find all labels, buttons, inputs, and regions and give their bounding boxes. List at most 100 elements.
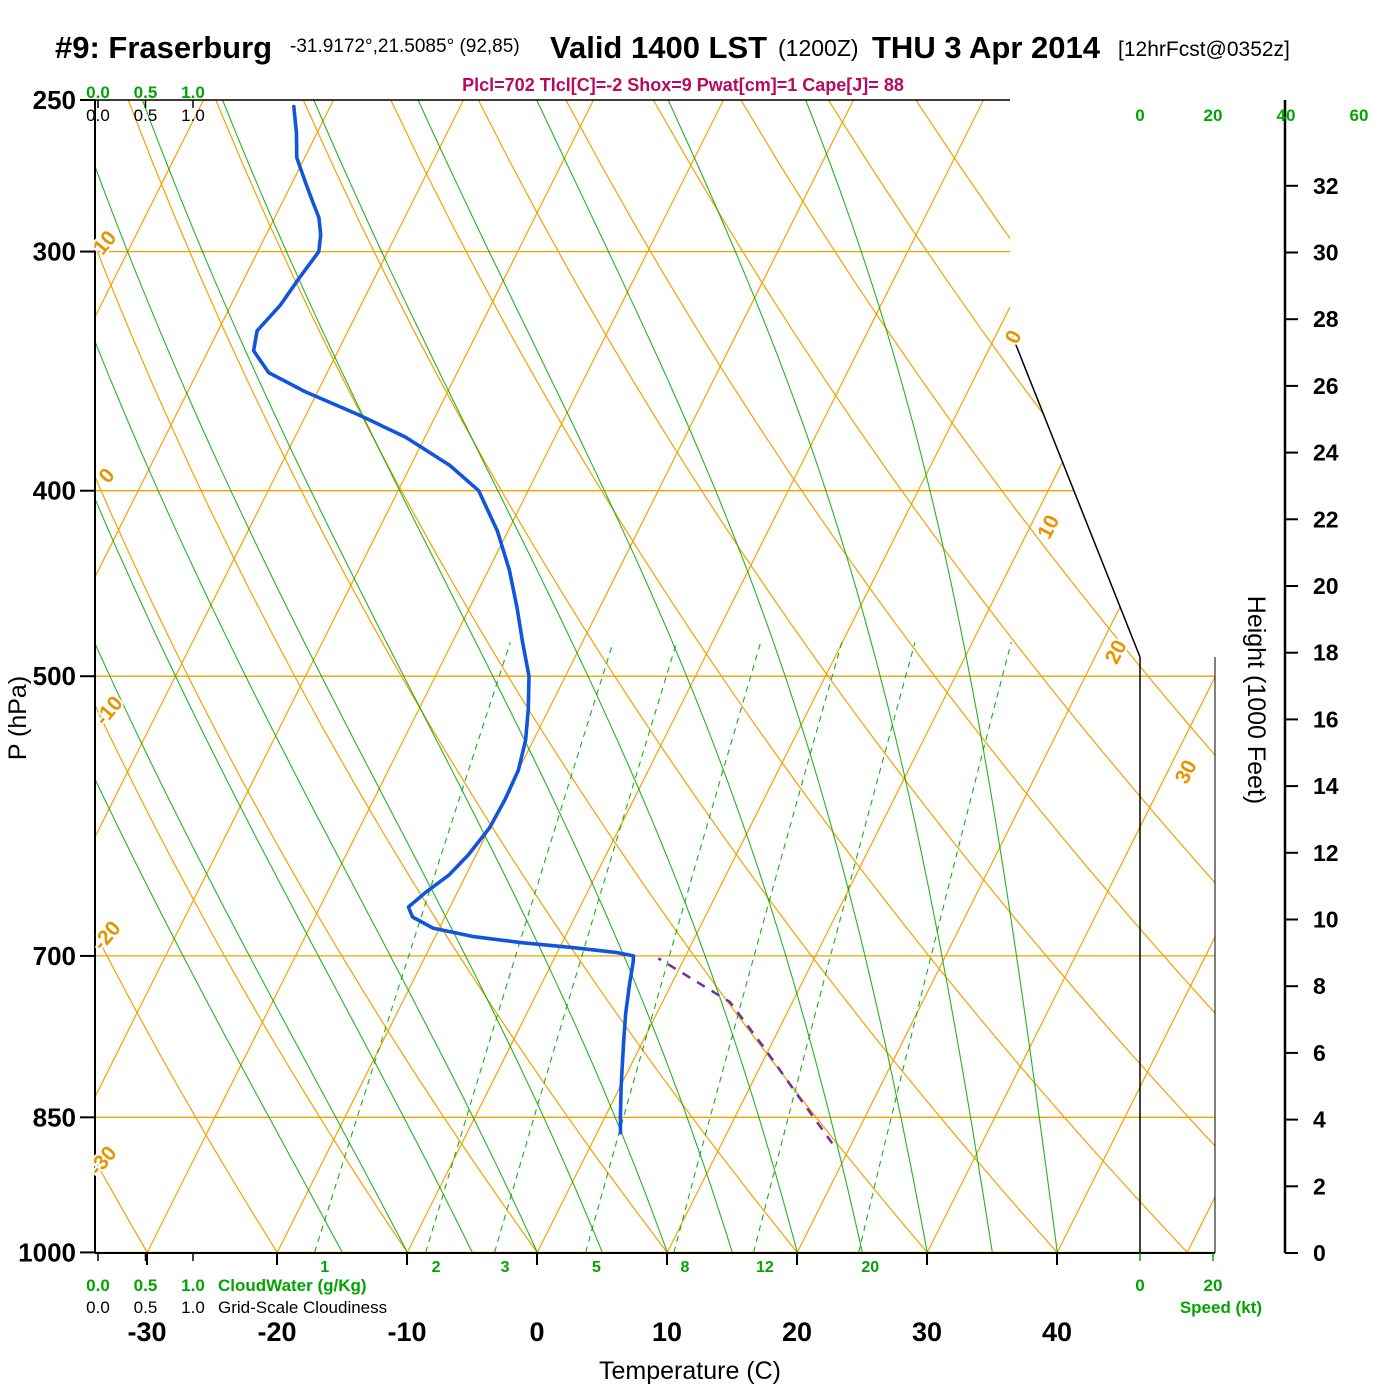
isotherm-label-30: 30: [1171, 756, 1202, 787]
moist-adiabat-15: [222, 100, 733, 1253]
mixing-ratio-label-12: 12: [756, 1259, 774, 1276]
height-tick-label-6: 6: [1313, 1040, 1326, 1066]
height-axis-title: Height (1000 Feet): [1242, 596, 1270, 804]
cloudwater-scale-bottom: 0.0: [86, 1276, 110, 1295]
mixing-ratio-line-8: [673, 642, 843, 1253]
moist-adiabat-30: [536, 100, 928, 1253]
temperature-tick-label-10: 10: [652, 1317, 682, 1347]
mixing-ratio-line-1: [314, 642, 511, 1253]
cloudiness-axis-title: Grid-Scale Cloudiness: [218, 1298, 387, 1317]
temperature-tick-label-0: 0: [529, 1317, 544, 1347]
cloudiness-scale-top: 1.0: [181, 106, 205, 125]
moist-adiabat-40: [805, 100, 1058, 1253]
pressure-tick-label-400: 400: [33, 476, 76, 506]
valid-time: Valid 1400 LST: [550, 30, 767, 65]
cloudiness-scale-bottom: 0.5: [134, 1298, 158, 1317]
speed-scale-top-60: 60: [1350, 106, 1369, 125]
isotherm--20: [276, 100, 855, 1253]
dry-adiabat-90: [740, 100, 1215, 1253]
station-title: #9: Fraserburg: [55, 30, 272, 65]
temperature-axis-title: Temperature (C): [599, 1357, 781, 1385]
moist-adiabat-10: [141, 100, 668, 1253]
moist-adiabat-20: [313, 100, 798, 1253]
parcel-path-curve: [657, 957, 834, 1145]
dry-adiabat-50: [390, 100, 1215, 1253]
pressure-tick-label-500: 500: [33, 661, 76, 691]
barb-area-diagonal: [1009, 329, 1141, 658]
height-tick-label-18: 18: [1313, 640, 1339, 666]
isotherm--40: [95, 100, 595, 1253]
speed-axis-title: Speed (kt): [1180, 1298, 1262, 1317]
isotherm-30: [926, 100, 1215, 1253]
isotherm--10: [406, 100, 985, 1253]
isotherm-50: [1186, 100, 1215, 1253]
mixing-ratio-label-8: 8: [681, 1259, 690, 1276]
dry-adiabat-80: [652, 100, 1215, 1253]
cloudwater-axis-title: CloudWater (g/Kg): [218, 1276, 367, 1295]
speed-scale-top-40: 40: [1277, 106, 1296, 125]
mixing-ratio-line-12: [753, 642, 916, 1253]
cloudwater-scale-top: 1.0: [181, 83, 205, 102]
temperature-tick-label--30: -30: [127, 1317, 166, 1347]
height-tick-label-4: 4: [1313, 1107, 1326, 1133]
mixing-ratio-line-3: [494, 642, 678, 1253]
temperature-tick-label-20: 20: [782, 1317, 812, 1347]
speed-scale-top-0: 0: [1135, 106, 1144, 125]
dry-adiabat-20: [127, 100, 831, 1253]
isotherm--60: [95, 100, 335, 1253]
isotherm--70: [95, 100, 205, 1253]
pressure-tick-label-300: 300: [33, 237, 76, 267]
height-tick-label-10: 10: [1313, 907, 1339, 933]
mixing-ratio-line-5: [585, 642, 762, 1253]
mixing-ratio-line-20: [858, 642, 1012, 1253]
dry-adiabat--30: [95, 100, 172, 1253]
isotherm-40: [1056, 100, 1215, 1253]
dry-adiabat-10: [95, 100, 700, 1253]
dry-adiabat-label-10: 10: [89, 226, 122, 259]
speed-scale-bottom-20: 20: [1204, 1276, 1223, 1295]
dry-adiabat--10: [95, 100, 436, 1253]
cloudwater-scale-bottom: 1.0: [181, 1276, 205, 1295]
temperature-tick-label-30: 30: [912, 1317, 942, 1347]
cloudwater-scale-top: 0.0: [86, 83, 110, 102]
isotherm-label-0: 0: [1001, 327, 1027, 348]
height-tick-label-8: 8: [1313, 973, 1326, 999]
dry-adiabat-0: [95, 100, 568, 1253]
dry-adiabat--20: [95, 100, 304, 1253]
height-tick-label-32: 32: [1313, 173, 1339, 199]
pressure-tick-label-700: 700: [33, 941, 76, 971]
station-coords: -31.9172°,21.5085° (92,85): [290, 36, 520, 57]
cloudiness-scale-top: 0.0: [86, 106, 110, 125]
cloudwater-scale-bottom: 0.5: [134, 1276, 158, 1295]
mixing-ratio-label-20: 20: [861, 1259, 879, 1276]
moist-adiabat--5: [95, 100, 473, 1253]
height-tick-label-12: 12: [1313, 840, 1339, 866]
moist-adiabat-5: [95, 100, 603, 1253]
sounding-params: Plcl=702 Tlcl[C]=-2 Shox=9 Pwat[cm]=1 Ca…: [462, 75, 904, 95]
moist-adiabat-0: [95, 100, 538, 1253]
dry-adiabat-label--10: -10: [90, 692, 127, 730]
isotherm-label-20: 20: [1101, 636, 1132, 667]
dry-adiabat-40: [302, 100, 1095, 1253]
isotherm-60: [1317, 100, 1400, 1253]
pressure-axis-title: P (hPa): [4, 676, 32, 760]
background-grid: [95, 100, 1400, 1253]
temperature-tick-label--10: -10: [387, 1317, 426, 1347]
dewpoint-curve: [251, 104, 636, 1135]
moist-adiabat-35: [667, 100, 993, 1253]
mixing-ratio-label-1: 1: [320, 1259, 329, 1276]
cloudiness-scale-bottom: 0.0: [86, 1298, 110, 1317]
cloudwater-scale-top: 0.5: [134, 83, 158, 102]
valid-date: THU 3 Apr 2014: [872, 30, 1101, 65]
height-tick-label-24: 24: [1313, 440, 1339, 466]
isotherm-20: [796, 100, 1215, 1253]
height-tick-label-0: 0: [1313, 1240, 1326, 1266]
cloudiness-scale-bottom: 1.0: [181, 1298, 205, 1317]
dry-adiabat-label--30: -30: [84, 1142, 121, 1180]
height-tick-label-2: 2: [1313, 1173, 1326, 1199]
height-tick-label-28: 28: [1313, 306, 1339, 332]
cloudiness-scale-top: 0.5: [134, 106, 158, 125]
mixing-ratio-label-3: 3: [501, 1259, 510, 1276]
